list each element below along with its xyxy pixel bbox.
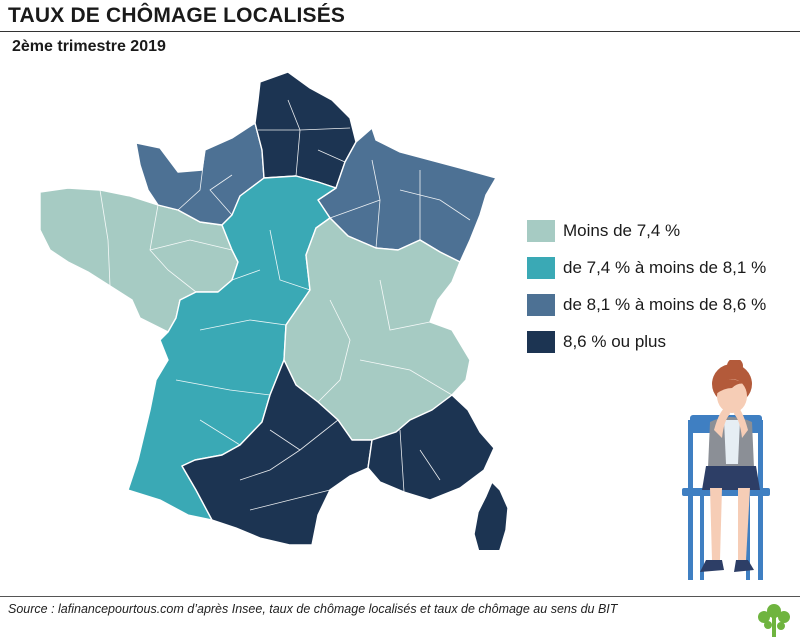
legend-item: Moins de 7,4 %	[527, 218, 766, 244]
map-zone-occitanie	[181, 359, 373, 546]
legend-label: de 7,4 % à moins de 8,1 %	[563, 258, 767, 277]
map-zone-paca	[367, 394, 495, 501]
legend-label: de 8,1 % à moins de 8,6 %	[563, 295, 767, 314]
footer-divider	[0, 596, 800, 597]
legend-swatch	[527, 294, 555, 316]
legend-label: Moins de 7,4 %	[563, 221, 681, 240]
map-zone-corse	[473, 481, 509, 550]
legend-swatch	[527, 331, 555, 353]
legend-item: 8,6 % ou plus	[527, 329, 766, 355]
title-divider	[0, 31, 800, 32]
map-legend: Moins de 7,4 % de 7,4 % à moins de 8,1 %…	[527, 218, 766, 366]
legend-swatch	[527, 257, 555, 279]
france-map	[39, 71, 509, 550]
seated-woman-illustration	[682, 360, 770, 580]
page-title: TAUX DE CHÔMAGE LOCALISÉS	[8, 4, 346, 27]
legend-swatch	[527, 220, 555, 242]
department-borders	[99, 99, 471, 511]
legend-item: de 8,1 % à moins de 8,6 %	[527, 292, 766, 318]
legend-label: 8,6 % ou plus	[563, 332, 667, 351]
tree-logo-icon	[758, 604, 790, 637]
source-note: Source : lafinancepourtous.com d’après I…	[8, 602, 618, 616]
legend-item: de 7,4 % à moins de 8,1 %	[527, 255, 766, 281]
page-subtitle: 2ème trimestre 2019	[12, 38, 166, 55]
